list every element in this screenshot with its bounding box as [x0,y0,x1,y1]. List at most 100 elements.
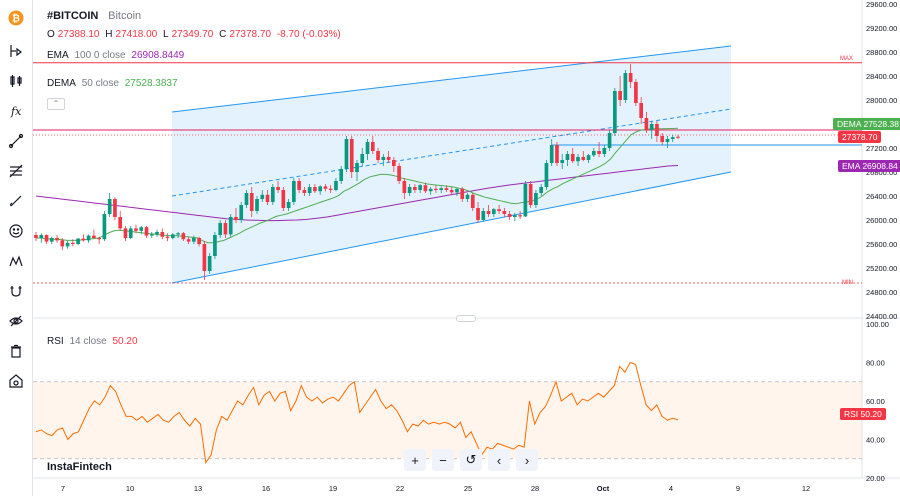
candle-body [486,211,491,214]
candle-body [539,187,544,193]
candle-body [134,228,138,231]
candle-body [170,234,175,238]
candle-body [244,193,249,205]
time-tick-label: Oct [597,484,610,493]
fib-icon[interactable] [5,160,27,182]
price-tick-label: 28800.00 [866,48,897,57]
candle-body [665,139,670,142]
symbol-name: Bitcoin [108,10,142,22]
rsi-tick-label: 100.00 [866,320,889,329]
price-tick-label: 24400.00 [866,312,897,321]
time-tick-label: 9 [736,484,740,493]
magnet-icon[interactable] [5,280,27,302]
candle-body [197,238,201,244]
candle-body [65,242,70,247]
rsi-band-fill [33,381,862,459]
open-value: 27388.10 [57,29,100,40]
candle-body [355,163,359,172]
drawing-toolbar: ₿ fx [0,0,33,496]
candle-body [160,232,165,237]
candle-body [113,199,117,217]
time-tick-label: 16 [262,484,270,493]
brush-icon[interactable] [5,190,27,212]
function-icon[interactable]: fx [5,100,27,122]
candle-body [128,228,133,238]
candle-body [260,194,265,199]
price-tick-label: 29200.00 [866,24,897,33]
emoji-icon[interactable] [5,220,27,242]
rsi-tick-label: 80.00 [866,359,885,368]
trend-line-icon[interactable] [5,130,27,152]
price-tick-label: 25200.00 [866,264,897,273]
change-value: -8.70 (-0.03%) [276,29,341,40]
candle-body [202,244,207,271]
candle-body [234,217,238,220]
ema-line [35,164,679,222]
candle-body [344,139,349,169]
scroll-left-chevron-icon[interactable]: ‹ [488,449,510,471]
candle-body [365,142,370,154]
price-tick-label: 29600.00 [866,0,897,9]
ema-params: 100 0 close [74,50,126,61]
collapse-legend-chevron-up-icon[interactable]: ⌃ [47,98,65,110]
ema-legend[interactable]: EMA 100 0 close 26908.8449 [47,50,187,61]
price-tick-label: 26800.00 [866,168,897,177]
candle-body [60,240,65,247]
ema-value: 26908.8449 [131,50,185,61]
candle-body [118,217,123,229]
candles-icon[interactable] [5,70,27,92]
trash-icon[interactable] [5,340,27,362]
rsi-legend[interactable]: RSI 14 close 50.20 [47,336,141,347]
candle-body [165,236,170,238]
candle-body [586,155,591,160]
candle-body [155,232,159,235]
time-tick-label: 4 [669,484,673,493]
candle-body [307,187,312,193]
candle-body [570,154,575,162]
candle-body [286,202,291,208]
channel-lower-line [171,171,732,284]
crosshair-icon[interactable] [5,40,27,62]
candle-body [602,148,607,154]
zoom-out-minus-icon[interactable]: − [432,449,454,471]
candle-body [407,187,412,193]
reset-view-icon[interactable]: ↺ [460,449,482,471]
candle-body [97,238,101,240]
dema-legend[interactable]: DEMA 50 close 27528.3837 [47,78,181,89]
high-label: H [105,29,113,40]
candle-body [439,188,444,190]
price-tick-label: 26000.00 [866,216,897,225]
candle-body [270,187,275,202]
candle-body [576,157,580,162]
candle-body [649,124,654,130]
high-value: 27418.00 [115,29,158,40]
ohlc-legend: O 27388.10 H 27418.00 L 27349.70 C 27378.70 … [47,29,344,40]
time-tick-label: 22 [396,484,404,493]
symbol-ticker[interactable]: #BITCOIN [47,10,99,22]
candle-body [313,187,317,192]
brand-logo: InstaFintech [47,461,112,473]
pattern-icon[interactable] [5,250,27,272]
scroll-right-chevron-icon[interactable]: › [516,449,538,471]
candle-body [281,190,286,208]
candle-body [360,154,365,163]
candle-body [613,91,617,133]
pane-resize-handle[interactable] [456,315,476,322]
candle-body [186,239,191,242]
eye-icon[interactable] [5,310,27,332]
price-tick-label: 24800.00 [866,288,897,297]
zoom-in-plus-icon[interactable]: + [404,449,426,471]
candle-body [370,142,375,151]
candle-body [455,188,459,193]
candle-body [107,199,112,214]
low-label: L [163,29,169,40]
last-price-tag: 27378.70 [838,131,882,143]
rsi-line [35,361,679,464]
channel-upper-line [171,45,732,113]
camera-icon[interactable] [5,370,27,392]
rsi-value: 50.20 [112,336,138,347]
dema-line [36,127,679,244]
candle-body [470,194,475,208]
candle-body [676,136,680,138]
